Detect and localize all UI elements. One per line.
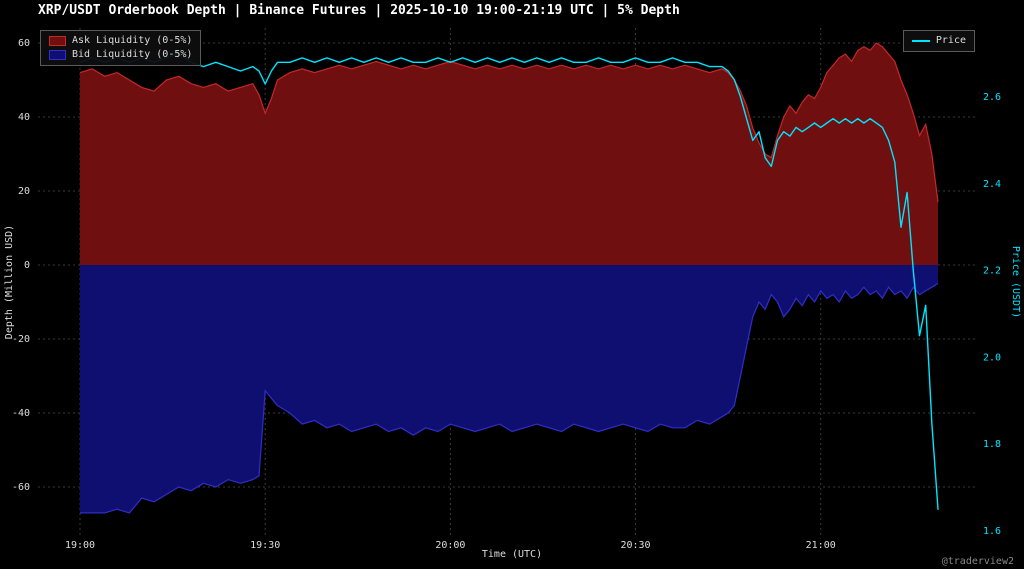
legend-item-ask: Ask Liquidity (0-5%) (49, 34, 192, 48)
x-axis-label: Time (UTC) (482, 549, 542, 560)
y-left-tick-label: 0 (24, 260, 30, 271)
bid-liquidity-area (80, 265, 938, 513)
x-tick-label: 19:00 (65, 540, 95, 551)
y-right-tick-label: 2.0 (983, 352, 1001, 363)
y-right-tick-label: 1.6 (983, 526, 1001, 537)
price-legend-label: Price (935, 35, 966, 46)
y-left-tick-label: -20 (12, 334, 30, 345)
ask-swatch (49, 36, 66, 46)
bid-legend-label: Bid Liquidity (0-5%) (72, 49, 193, 60)
ask-legend-label: Ask Liquidity (0-5%) (72, 35, 193, 46)
y-left-tick-label: 20 (18, 186, 30, 197)
price-line (79, 52, 939, 510)
y-left-tick-label: -40 (12, 408, 30, 419)
depth-legend: Ask Liquidity (0-5%) Bid Liquidity (0-5%… (40, 30, 202, 66)
x-tick-label: 19:30 (250, 540, 280, 551)
y-left-tick-label: 60 (18, 38, 30, 49)
y-left-tick-label: -60 (12, 482, 30, 493)
x-tick-label: 20:30 (620, 540, 650, 551)
bid-liquidity-edge-line (80, 282, 939, 514)
y-right-tick-label: 2.2 (983, 266, 1001, 277)
price-line-swatch (911, 40, 930, 42)
y-right-tick-label: 2.4 (983, 179, 1001, 190)
x-tick-labels: 19:00 19:30 20:00 20:30 21:00 (65, 540, 836, 551)
ask-liquidity-edge-line (79, 42, 939, 203)
legend-item-price: Price (911, 34, 966, 48)
y-left-tick-label: 40 (18, 112, 30, 123)
y-left-axis-label: Depth (Million USD) (4, 225, 15, 339)
y-left-tick-labels: 60 40 20 0 -20 -40 -60 (12, 38, 30, 493)
x-tick-label: 21:00 (806, 540, 836, 551)
y-right-tick-label: 2.6 (983, 92, 1001, 103)
ask-liquidity-area (80, 43, 938, 265)
legend-item-bid: Bid Liquidity (0-5%) (49, 48, 192, 62)
watermark: @traderview2 (941, 556, 1014, 567)
bid-swatch (49, 50, 66, 60)
y-right-axis-label: Price (USDT) (1010, 246, 1021, 318)
y-right-tick-labels: 2.6 2.4 2.2 2.0 1.8 1.6 (983, 92, 1001, 537)
y-right-tick-label: 1.8 (983, 439, 1001, 450)
x-tick-label: 20:00 (435, 540, 465, 551)
chart-title: XRP/USDT Orderbook Depth | Binance Futur… (38, 3, 680, 18)
price-legend: Price (902, 30, 975, 52)
